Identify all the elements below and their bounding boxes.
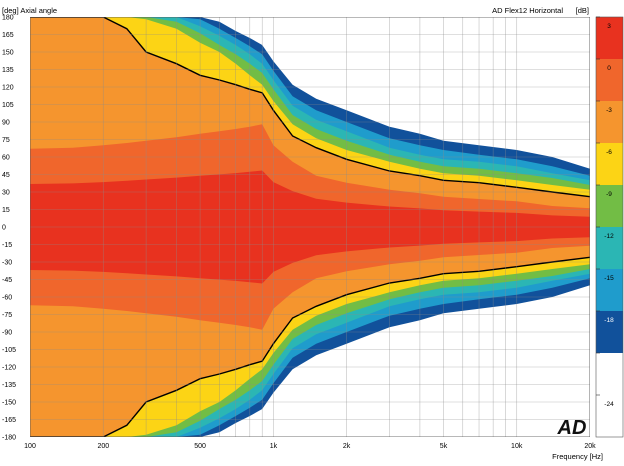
colorbar-label: -9 <box>606 191 612 198</box>
colorbar-label: 3 <box>607 23 611 30</box>
y-tick-label: 90 <box>2 120 10 127</box>
y-tick-label: 180 <box>2 15 14 22</box>
plot-area <box>30 17 590 437</box>
colorbar-label: 0 <box>607 65 611 72</box>
colorbar-label: -12 <box>604 233 614 240</box>
contour-fills <box>30 17 590 437</box>
y-tick-label: 120 <box>2 85 14 92</box>
y-axis: 1801651501351201059075604530150-15-30-45… <box>2 15 16 442</box>
ad-logo-text: AD <box>557 417 587 439</box>
y-tick-label: -150 <box>2 400 16 407</box>
y-tick-label: 15 <box>2 207 10 214</box>
colorbar-legend: 3 0 -3 -6 -9 -12 -15 -18 -21 -24 <box>595 16 624 438</box>
x-tick-label: 10k <box>511 443 523 450</box>
contour-line-minus6db-lower <box>30 256 590 437</box>
colorbar-swatch <box>596 101 623 143</box>
x-axis: 100 200 500 1k 2k 5k 10k 20k <box>24 443 596 450</box>
y-tick-label: 150 <box>2 50 14 57</box>
x-tick-label: 2k <box>343 443 351 450</box>
colorbar-swatch <box>596 311 623 353</box>
colorbar-label: -18 <box>604 317 614 324</box>
x-tick-label: 500 <box>194 443 206 450</box>
colorbar-swatch <box>596 395 623 437</box>
y-tick-label: -15 <box>2 242 12 249</box>
colorbar-swatch <box>596 185 623 227</box>
ad-logo: AD <box>557 417 587 439</box>
y-tick-label: -165 <box>2 417 16 424</box>
colorbar-swatch <box>596 143 623 185</box>
y-tick-label: -105 <box>2 347 16 354</box>
y-tick-label: 75 <box>2 137 10 144</box>
y-tick-label: 105 <box>2 102 14 109</box>
y-tick-label: -90 <box>2 330 12 337</box>
x-tick-label: 20k <box>584 443 596 450</box>
y-tick-label: -60 <box>2 295 12 302</box>
y-axis-label: [deg] Axial angle <box>2 6 57 15</box>
chart-title: AD Flex12 Horizontal <box>492 6 563 15</box>
colorbar-label: -15 <box>604 275 614 282</box>
y-tick-label: -120 <box>2 365 16 372</box>
colorbar-swatch <box>596 269 623 311</box>
x-tick-label: 100 <box>24 443 36 450</box>
colorbar-label: -24 <box>604 401 614 408</box>
y-tick-label: 60 <box>2 155 10 162</box>
x-tick-label: 1k <box>270 443 278 450</box>
grid <box>30 17 590 437</box>
y-tick-label: 165 <box>2 32 14 39</box>
chart-title-unit: [dB] <box>576 6 589 15</box>
y-tick-label: -180 <box>2 435 16 442</box>
y-tick-label: -135 <box>2 382 16 389</box>
y-tick-label: 0 <box>2 225 6 232</box>
colorbar-swatch <box>596 227 623 269</box>
y-tick-label: 135 <box>2 67 14 74</box>
colorbar-label: -21 <box>604 359 614 366</box>
contour-line-minus6db-upper <box>30 17 590 198</box>
x-tick-label: 200 <box>97 443 109 450</box>
y-tick-label: 45 <box>2 172 10 179</box>
colorbar-label: -6 <box>606 149 612 156</box>
x-tick-label: 5k <box>440 443 448 450</box>
colorbar-swatch <box>596 59 623 101</box>
colorbar-label: -3 <box>606 107 612 114</box>
y-tick-label: -75 <box>2 312 12 319</box>
colorbar-swatch <box>596 353 623 395</box>
y-tick-label: 30 <box>2 190 10 197</box>
y-tick-label: -45 <box>2 277 12 284</box>
y-tick-label: -30 <box>2 260 12 267</box>
colorbar-swatch <box>596 17 623 59</box>
x-axis-label: Frequency [Hz] <box>552 452 603 461</box>
